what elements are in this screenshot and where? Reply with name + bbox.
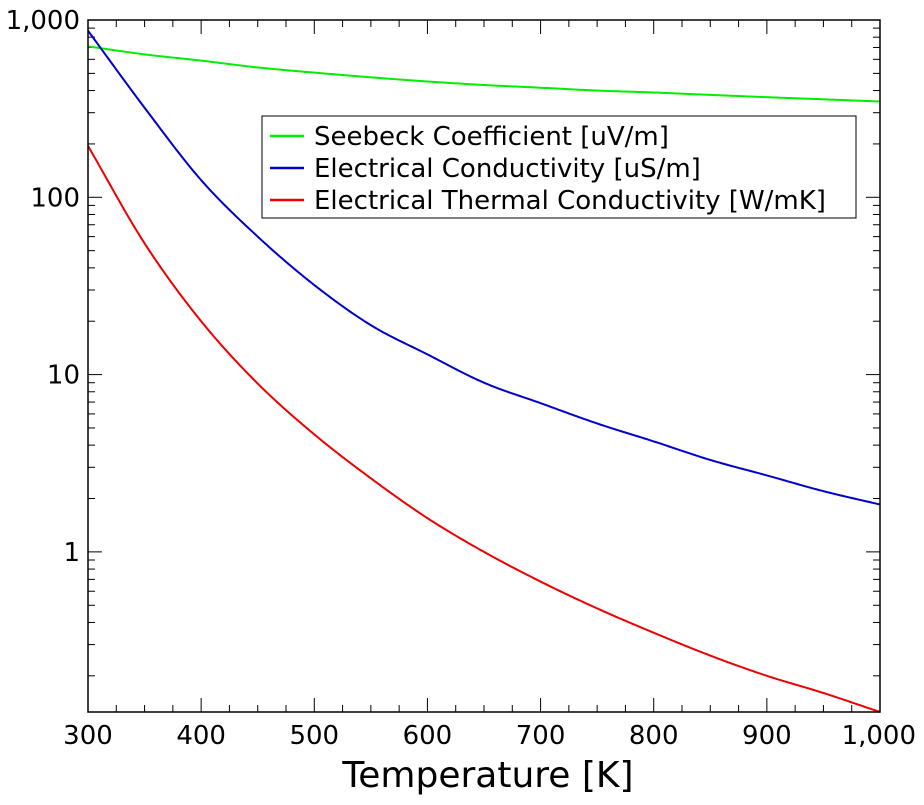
legend-label-1: Electrical Conductivity [uS/m] bbox=[314, 154, 701, 184]
y-tick-label: 10 bbox=[47, 361, 80, 391]
x-tick-label: 800 bbox=[629, 721, 679, 751]
y-tick-label: 1,000 bbox=[6, 6, 80, 36]
x-tick-label: 900 bbox=[742, 721, 792, 751]
x-tick-label: 500 bbox=[289, 721, 339, 751]
x-tick-label: 300 bbox=[63, 721, 113, 751]
x-tick-label: 600 bbox=[403, 721, 453, 751]
y-tick-label: 1 bbox=[63, 538, 80, 568]
legend-label-2: Electrical Thermal Conductivity [W/mK] bbox=[314, 186, 826, 216]
x-tick-label: 1,000 bbox=[842, 721, 916, 751]
plot-frame bbox=[87, 19, 881, 713]
x-tick-labels: 300 400 500 600 700 800 900 1,000 bbox=[63, 721, 916, 751]
series-line-1 bbox=[87, 30, 881, 506]
y-tick-label: 100 bbox=[30, 183, 80, 213]
series-line-0 bbox=[87, 45, 881, 103]
series-lines bbox=[87, 30, 881, 713]
x-tick-label: 400 bbox=[176, 721, 226, 751]
x-axis-title: Temperature [K] bbox=[341, 755, 633, 796]
y-tick-labels: 1 10 100 1,000 bbox=[6, 6, 80, 568]
legend-box bbox=[261, 115, 857, 219]
legend: Seebeck Coefficient [uV/m]Electrical Con… bbox=[261, 115, 857, 219]
legend-label-0: Seebeck Coefficient [uV/m] bbox=[314, 122, 669, 152]
axis-ticks bbox=[87, 19, 881, 712]
series-line-2 bbox=[87, 145, 881, 713]
x-tick-label: 700 bbox=[516, 721, 566, 751]
